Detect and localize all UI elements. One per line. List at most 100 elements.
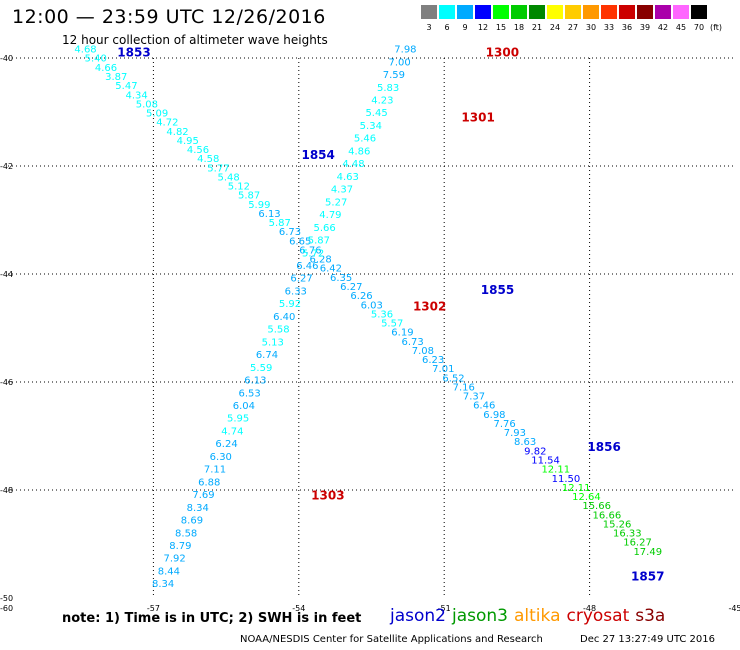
wave-height-value: 5.47 <box>115 81 137 92</box>
wave-height-value: 11.54 <box>531 455 560 466</box>
wave-height-value: 8.79 <box>169 541 191 552</box>
wave-height-value: 4.56 <box>187 145 209 156</box>
wave-height-value: 4.74 <box>221 426 243 437</box>
legend-swatch <box>475 5 491 19</box>
wave-height-value: 5.08 <box>136 99 158 110</box>
wave-height-value: 7.76 <box>494 419 516 430</box>
legend-swatch <box>619 5 635 19</box>
wave-height-value: 5.72 <box>302 248 324 259</box>
wave-height-value: 6.28 <box>310 255 332 266</box>
wave-height-value: 5.87 <box>308 236 330 247</box>
wave-height-value: 6.46 <box>296 261 318 272</box>
wave-height-value: 7.01 <box>432 364 454 375</box>
pass-time-label: 1300 <box>486 46 519 60</box>
wave-height-value: 17.49 <box>633 547 662 558</box>
legend-swatch <box>421 5 437 19</box>
wave-height-value: 8.34 <box>152 579 174 590</box>
wave-height-value: 4.48 <box>342 159 364 170</box>
legend-swatch <box>457 5 473 19</box>
legend-label: 30 <box>585 23 597 32</box>
wave-height-value: 4.82 <box>166 127 188 138</box>
wave-height-value: 4.34 <box>126 90 148 101</box>
legend-swatch <box>583 5 599 19</box>
wave-height-value: 6.42 <box>320 264 342 275</box>
lat-tick-label: -50 <box>0 594 13 603</box>
wave-height-value: 5.66 <box>314 223 336 234</box>
wave-height-value: 8.58 <box>175 528 197 539</box>
wave-height-value: 6.65 <box>289 236 311 247</box>
wave-height-value: 8.63 <box>514 437 536 448</box>
wave-height-value: 5.57 <box>381 319 403 330</box>
wave-height-value: 6.73 <box>279 227 301 238</box>
wave-height-value: 5.99 <box>248 200 270 211</box>
timestamp: Dec 27 13:27:49 UTC 2016 <box>580 634 715 645</box>
pass-time-label: 1856 <box>587 440 620 454</box>
lat-tick-label: -44 <box>0 270 13 279</box>
wave-height-value: 5.92 <box>279 299 301 310</box>
wave-height-value: 5.59 <box>250 363 272 374</box>
wave-height-value: 7.11 <box>204 465 226 476</box>
wave-height-value: 6.03 <box>361 300 383 311</box>
wave-height-value: 5.09 <box>146 109 168 120</box>
page-title: 12:00 — 23:59 UTC 12/26/2016 <box>12 6 326 28</box>
legend-unit: (ft) <box>709 23 723 32</box>
legend-label: 27 <box>567 23 579 32</box>
wave-height-value: 6.88 <box>198 477 220 488</box>
wave-height-value: 6.27 <box>290 274 312 285</box>
wave-height-value: 6.04 <box>233 401 255 412</box>
lon-tick-label: -48 <box>583 604 596 613</box>
legend-label: 18 <box>513 23 525 32</box>
wave-height-value: 15.66 <box>582 501 611 512</box>
wave-height-value: 5.48 <box>218 172 240 183</box>
lat-tick-label: -40 <box>0 54 13 63</box>
wave-height-value: 6.24 <box>215 439 237 450</box>
legend-label: 6 <box>444 23 450 32</box>
wave-height-value: 6.30 <box>210 452 232 463</box>
satellite-altika: altika <box>514 606 561 626</box>
wave-height-value: 12.11 <box>541 465 570 476</box>
wave-height-value: 7.16 <box>453 382 475 393</box>
wave-height-value: 6.52 <box>442 373 464 384</box>
pass-time-label: 1303 <box>311 488 344 502</box>
wave-height-value: 6.74 <box>256 350 278 361</box>
wave-height-value: 5.87 <box>238 191 260 202</box>
satellite-jason2: jason2 <box>390 606 446 626</box>
legend-label: 15 <box>495 23 507 32</box>
wave-height-value: 4.58 <box>197 154 219 165</box>
legend-label: 70 <box>693 23 705 32</box>
wave-height-value: 6.53 <box>239 388 261 399</box>
legend-swatch <box>547 5 563 19</box>
legend-label: 12 <box>477 23 489 32</box>
wave-height-value: 12.64 <box>572 492 601 503</box>
wave-height-value: 4.63 <box>337 172 359 183</box>
wave-height-value: 6.13 <box>244 376 266 387</box>
wave-height-value: 6.46 <box>473 401 495 412</box>
wave-height-value: 4.23 <box>371 96 393 107</box>
pass-time-label: 1857 <box>631 569 664 583</box>
wave-height-value: 5.36 <box>371 309 393 320</box>
wave-height-value: 6.98 <box>483 410 505 421</box>
lon-tick-label: -51 <box>438 604 451 613</box>
legend-swatch <box>439 5 455 19</box>
legend-label: 21 <box>531 23 543 32</box>
legend-swatch <box>511 5 527 19</box>
wave-height-value: 16.27 <box>623 538 652 549</box>
satellite-jason3: jason3 <box>452 606 508 626</box>
pass-time-label: 1301 <box>461 110 494 124</box>
pass-time-label: 1854 <box>301 148 334 162</box>
legend-swatch <box>655 5 671 19</box>
lon-tick-label: -54 <box>292 604 305 613</box>
wave-height-value: 6.33 <box>285 286 307 297</box>
legend-label: 9 <box>462 23 468 32</box>
pass-time-label: 1855 <box>481 283 514 297</box>
footnote: note: 1) Time is in UTC; 2) SWH is in fe… <box>62 611 362 626</box>
legend-label: 33 <box>603 23 615 32</box>
wave-height-value: 6.40 <box>273 312 295 323</box>
corner-label: -60 <box>0 604 13 613</box>
wave-height-value: 8.34 <box>187 503 209 514</box>
wave-height-value: 9.82 <box>524 446 546 457</box>
wave-height-value: 5.83 <box>377 83 399 94</box>
page-subtitle: 12 hour collection of altimeter wave hei… <box>62 33 328 47</box>
wave-height-value: 4.72 <box>156 118 178 129</box>
wave-height-value: 7.93 <box>504 428 526 439</box>
